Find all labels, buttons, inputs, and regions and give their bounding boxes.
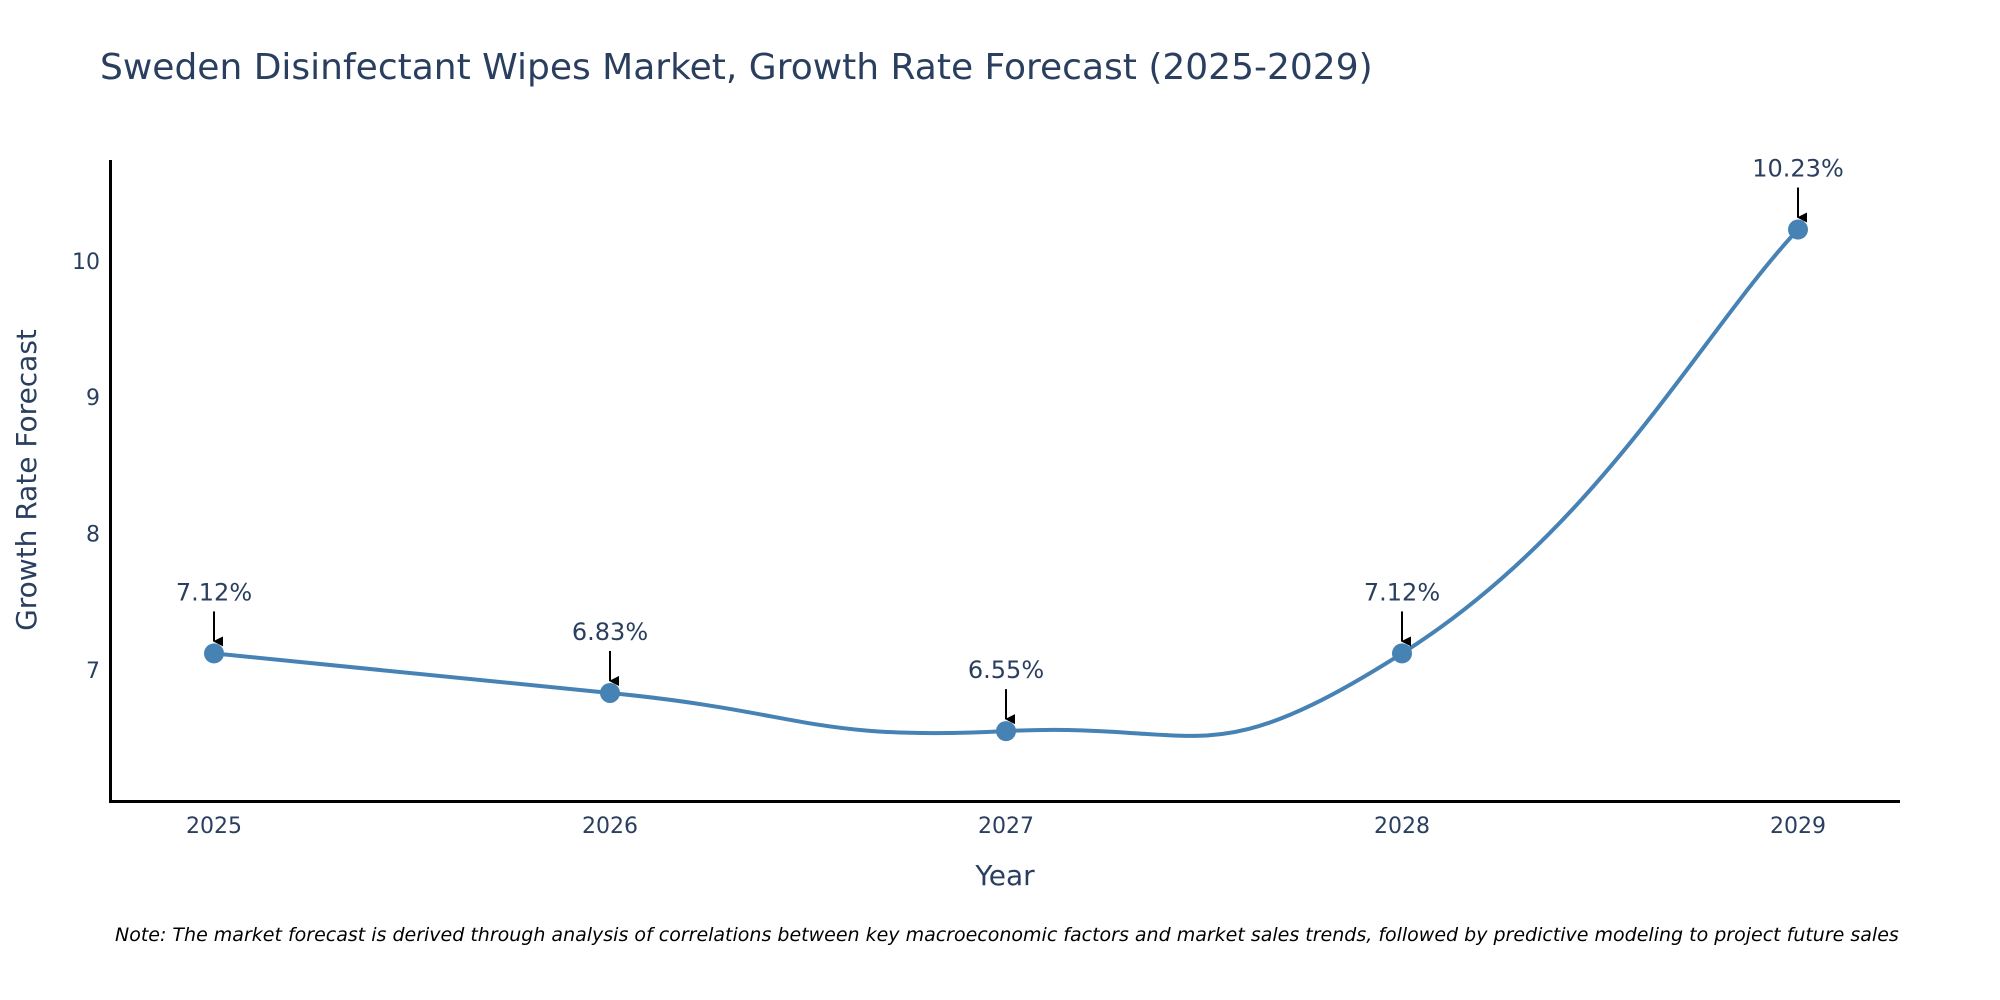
y-tick-label: 7 <box>86 659 100 684</box>
x-tick-labels: 2025 2026 2027 2028 2029 <box>186 814 1826 839</box>
data-point-2026 <box>600 682 620 703</box>
chart-title: Sweden Disinfectant Wipes Market, Growth… <box>100 47 1373 88</box>
data-point-2025 <box>204 643 224 664</box>
x-tick-label: 2028 <box>1374 814 1430 839</box>
data-annotations: 7.12% 6.83% 6.55% 7.12% 10.23% <box>176 155 1844 725</box>
x-tick-label: 2026 <box>582 814 638 839</box>
y-tick-label: 9 <box>86 386 100 411</box>
data-label: 7.12% <box>1364 578 1440 606</box>
y-axis-label: Growth Rate Forecast <box>10 329 43 631</box>
data-point-2029 <box>1788 219 1808 240</box>
data-point-2027 <box>996 721 1016 742</box>
x-axis-label: Year <box>974 859 1035 892</box>
y-tick-label: 10 <box>72 250 100 275</box>
data-label: 6.55% <box>968 656 1044 684</box>
y-tick-labels: 7 8 9 10 <box>72 250 100 684</box>
x-tick-label: 2029 <box>1770 814 1826 839</box>
x-tick-label: 2027 <box>978 814 1034 839</box>
data-label: 10.23% <box>1752 155 1844 183</box>
y-tick-label: 8 <box>86 522 100 547</box>
chart-note: Note: The market forecast is derived thr… <box>115 924 1899 946</box>
axes <box>109 160 1900 803</box>
series-line <box>213 228 1800 738</box>
x-tick-label: 2025 <box>186 814 242 839</box>
data-point-2028 <box>1392 643 1412 664</box>
data-label: 6.83% <box>572 618 648 646</box>
data-points <box>204 219 1808 742</box>
data-label: 7.12% <box>176 578 252 606</box>
